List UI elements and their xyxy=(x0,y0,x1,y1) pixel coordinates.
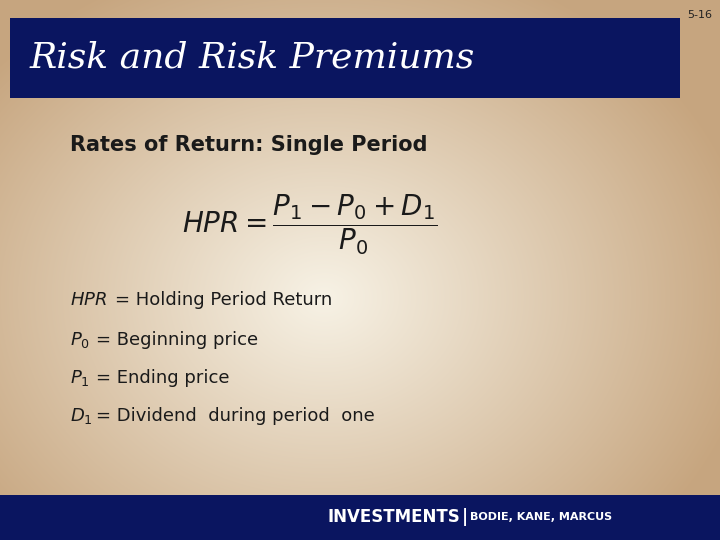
Text: 5-16: 5-16 xyxy=(687,10,712,20)
Bar xyxy=(0,495,720,540)
Text: = Beginning price: = Beginning price xyxy=(96,331,258,349)
Text: BODIE, KANE, MARCUS: BODIE, KANE, MARCUS xyxy=(470,512,612,523)
Text: $\mathit{HPR} = \dfrac{\mathit{P}_1 - \mathit{P}_0 + \mathit{D}_1}{\mathit{P}_0}: $\mathit{HPR} = \dfrac{\mathit{P}_1 - \m… xyxy=(182,193,438,257)
Bar xyxy=(10,18,680,98)
Text: Rates of Return: Single Period: Rates of Return: Single Period xyxy=(70,135,428,155)
Text: $\mathit{P}_1$: $\mathit{P}_1$ xyxy=(70,368,90,388)
Text: Risk and Risk Premiums: Risk and Risk Premiums xyxy=(30,41,475,75)
Text: = Ending price: = Ending price xyxy=(96,369,230,387)
Text: = Dividend  during period  one: = Dividend during period one xyxy=(96,407,374,425)
Text: $\mathit{D}_1$: $\mathit{D}_1$ xyxy=(70,406,93,426)
Text: INVESTMENTS: INVESTMENTS xyxy=(328,509,460,526)
Text: |: | xyxy=(462,509,468,526)
Text: $\mathit{P}_0$: $\mathit{P}_0$ xyxy=(70,330,90,350)
Text: = Holding Period Return: = Holding Period Return xyxy=(115,291,332,309)
Text: $\mathit{HPR}$: $\mathit{HPR}$ xyxy=(70,291,107,309)
